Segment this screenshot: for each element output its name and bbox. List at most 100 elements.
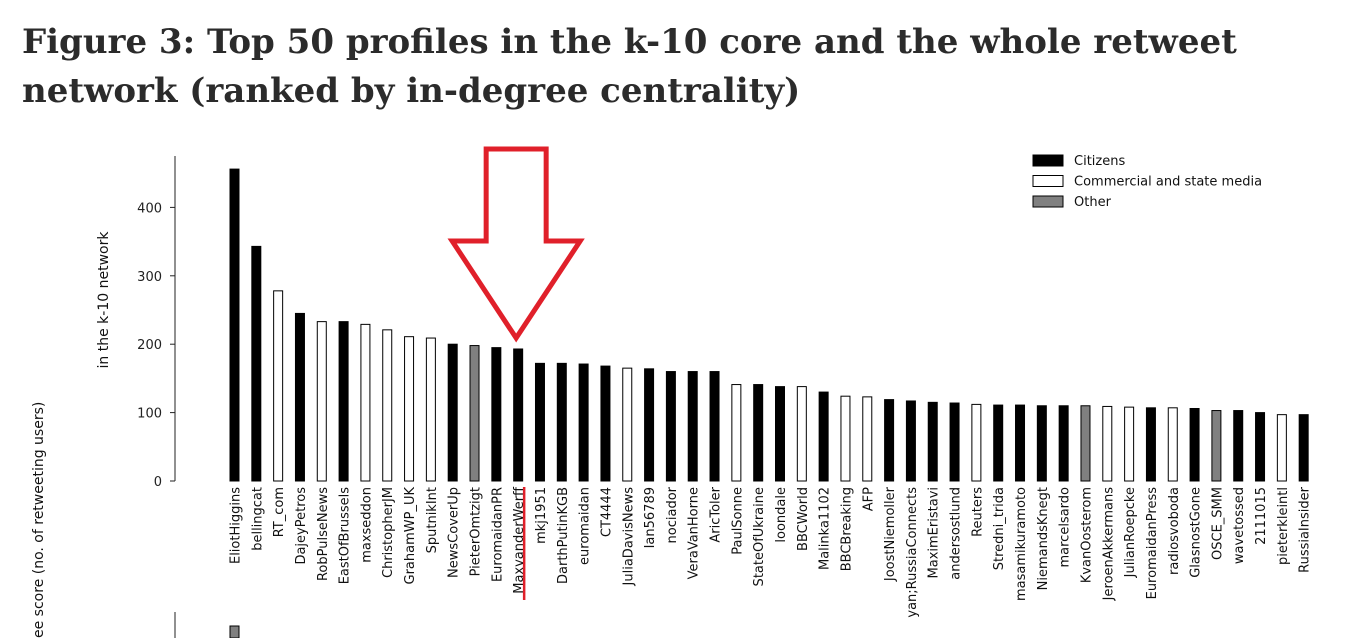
y-tick-label: 200	[137, 338, 162, 353]
category-label: StateOfUkraine	[752, 487, 767, 586]
bar	[425, 337, 436, 482]
bar	[818, 391, 829, 482]
bar	[796, 386, 807, 482]
legend-label: Other	[1074, 195, 1112, 210]
bar	[600, 365, 611, 482]
bar	[404, 336, 415, 482]
outer-y-axis-title: ee score (no. of retweeting users)	[31, 402, 47, 638]
bar	[382, 329, 393, 482]
legend-label: Citizens	[1074, 154, 1125, 169]
category-label: wavetossed	[1232, 487, 1247, 564]
bar	[731, 384, 742, 482]
bar	[1189, 407, 1200, 482]
bar	[753, 384, 764, 482]
category-label: CT4444	[599, 487, 614, 537]
bar	[927, 401, 938, 482]
category-labels: EliotHiggins bellingcat RT_com DajeyPetros R…	[229, 486, 1313, 618]
bar	[229, 168, 240, 482]
figure-title: Figure 3: Top 50 profiles in the k-10 co…	[22, 22, 1237, 111]
bar	[993, 404, 1004, 482]
category-label: RT_com	[272, 487, 287, 537]
category-label: RobPulseNews	[316, 487, 331, 581]
category-label: JoostNiemoller	[883, 486, 898, 582]
category-label: mkj1951	[534, 487, 549, 544]
bar	[1298, 414, 1309, 482]
y-ticks: 0 100 200 300 400	[137, 201, 175, 490]
bar	[360, 323, 371, 482]
legend-label: Commercial and state media	[1074, 175, 1262, 190]
category-label: Stredni_trida	[992, 487, 1007, 570]
category-label: NiemandsKnegt	[1036, 487, 1051, 590]
y-axis-title: in the k-10 network	[96, 231, 112, 369]
category-label: DarthPutinKGB	[556, 487, 571, 584]
category-label: DajeyPetros	[294, 487, 309, 565]
bar	[1145, 407, 1156, 482]
bar	[316, 321, 327, 482]
category-label: GrahamWP_UK	[403, 487, 418, 585]
category-label: BBCWorld	[796, 487, 811, 551]
y-tick-label: 300	[137, 270, 162, 285]
category-label: SputnikInt	[425, 487, 440, 553]
bar	[1167, 407, 1178, 482]
category-label: EuromaidanPress	[1145, 487, 1160, 600]
bar	[1233, 410, 1244, 482]
bar	[1080, 405, 1091, 482]
bar	[1036, 405, 1047, 482]
bar	[862, 396, 873, 482]
bar	[513, 348, 524, 482]
category-label: JuliaDavisNews	[621, 487, 636, 587]
category-label: AFP	[861, 487, 876, 511]
highlight-annotation	[447, 146, 585, 600]
bar	[971, 403, 982, 482]
category-label: loondale	[774, 487, 789, 543]
category-label: MaximEristavi	[927, 487, 942, 578]
legend-swatch	[1032, 154, 1064, 167]
bar	[556, 362, 567, 482]
legend-swatch	[1032, 195, 1064, 208]
category-label: JeroenAkkermans	[1101, 487, 1116, 602]
category-label: maxseddon	[359, 487, 374, 563]
category-label: VeraVanHorne	[687, 487, 702, 579]
red-down-arrow	[447, 146, 585, 343]
category-label: EastOfBrussels	[338, 487, 353, 585]
category-label: pieterkleintl	[1276, 487, 1291, 565]
category-label: Malinka1102	[818, 487, 833, 570]
category-label: JulianRoepcke	[1123, 487, 1138, 578]
bar	[534, 362, 545, 482]
category-label: EuromaidanPR	[490, 487, 505, 582]
y-tick-label: 100	[137, 407, 162, 422]
legend-swatch	[1032, 175, 1064, 187]
bar	[578, 363, 589, 482]
category-label: 2111015	[1254, 487, 1269, 545]
category-label: AricToler	[709, 486, 724, 542]
category-label: RussiaInsider	[1298, 486, 1313, 573]
category-label: Ian56789	[643, 487, 658, 548]
bar	[709, 371, 720, 482]
category-label: radiosvoboda	[1167, 487, 1182, 575]
lower-panel	[174, 612, 240, 638]
bar	[949, 402, 960, 482]
bar	[1255, 412, 1266, 482]
bar	[251, 245, 262, 482]
bar	[1124, 406, 1135, 482]
bar	[491, 347, 502, 482]
category-label: KvanOosterom	[1079, 487, 1094, 583]
category-label: BBCBreaking	[839, 487, 854, 571]
bar	[665, 371, 676, 482]
bar	[622, 367, 633, 482]
category-label: marcelsardo	[1058, 487, 1073, 568]
category-label: nociador	[665, 486, 680, 543]
bar	[905, 400, 916, 482]
category-label: masamikuramoto	[1014, 487, 1029, 601]
bar	[775, 386, 785, 482]
bar	[273, 290, 284, 482]
bar	[1102, 405, 1113, 482]
category-label: NewsCoverUp	[447, 487, 462, 578]
bar	[1058, 405, 1069, 482]
bar	[338, 321, 349, 482]
bar	[294, 312, 305, 482]
category-label: bellingcat	[250, 487, 265, 551]
bar	[840, 395, 851, 482]
bar	[687, 371, 698, 482]
